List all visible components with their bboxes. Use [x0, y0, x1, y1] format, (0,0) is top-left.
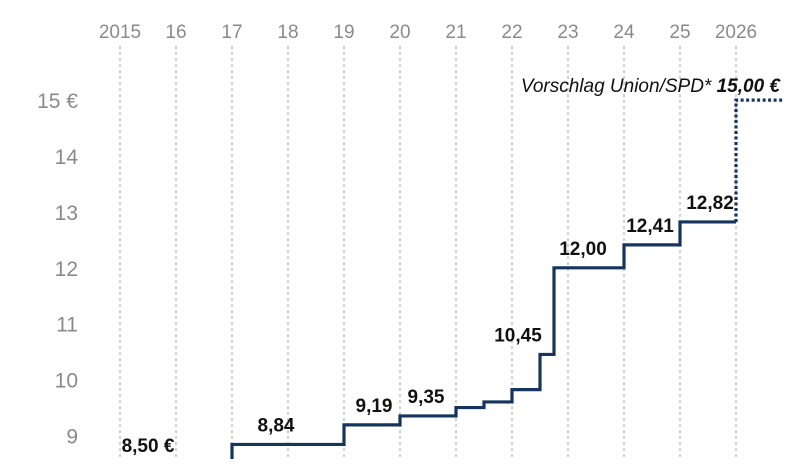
x-tick-label: 23 — [557, 22, 578, 43]
y-tick-label: 12 — [55, 258, 78, 281]
x-tick-label: 2026 — [715, 22, 757, 43]
y-tick-label: 11 — [56, 314, 78, 337]
value-label: 12,00 — [559, 239, 607, 260]
data-labels: 8,50 € 8,84 9,19 9,35 10,45 12,00 12,41 12,82 — [122, 193, 734, 457]
x-tick-label: 22 — [501, 22, 522, 43]
value-label: 12,82 — [686, 193, 734, 214]
y-tick-label: 14 — [55, 146, 79, 169]
proposal-group: Vorschlag Union/SPD* 15,00 € — [521, 76, 783, 222]
x-tick-label: 25 — [669, 22, 690, 43]
proposal-annotation: Vorschlag Union/SPD* 15,00 € — [521, 76, 782, 97]
value-label: 10,45 — [494, 325, 542, 346]
x-tick-label: 2015 — [99, 22, 141, 43]
proposal-value: 15,00 € — [717, 76, 782, 97]
y-axis-ticks: 9 10 11 12 13 14 15 € — [37, 90, 78, 448]
y-tick-label: 13 — [55, 202, 78, 225]
value-label: 12,41 — [626, 216, 674, 237]
x-tick-label: 17 — [221, 22, 242, 43]
value-label: 9,19 — [356, 396, 393, 417]
proposal-label: Vorschlag Union/SPD* — [521, 76, 717, 97]
value-label: 9,35 — [408, 387, 445, 408]
value-label: 8,84 — [258, 415, 295, 436]
series-group — [230, 220, 736, 459]
x-tick-label: 19 — [333, 22, 354, 43]
x-tick-label: 21 — [445, 22, 466, 43]
x-tick-label: 20 — [389, 22, 410, 43]
y-tick-label: 9 — [66, 426, 78, 449]
x-tick-label: 24 — [613, 22, 635, 43]
y-tick-label: 15 € — [37, 90, 78, 113]
value-label: 8,50 € — [122, 436, 175, 457]
x-tick-label: 16 — [165, 22, 186, 43]
proposal-dotted-line — [734, 98, 783, 222]
x-axis-ticks: 2015 16 17 18 19 20 21 22 23 24 25 2026 — [99, 22, 757, 43]
y-tick-label: 10 — [55, 370, 78, 393]
wage-step-line — [230, 220, 736, 459]
x-tick-label: 18 — [277, 22, 298, 43]
